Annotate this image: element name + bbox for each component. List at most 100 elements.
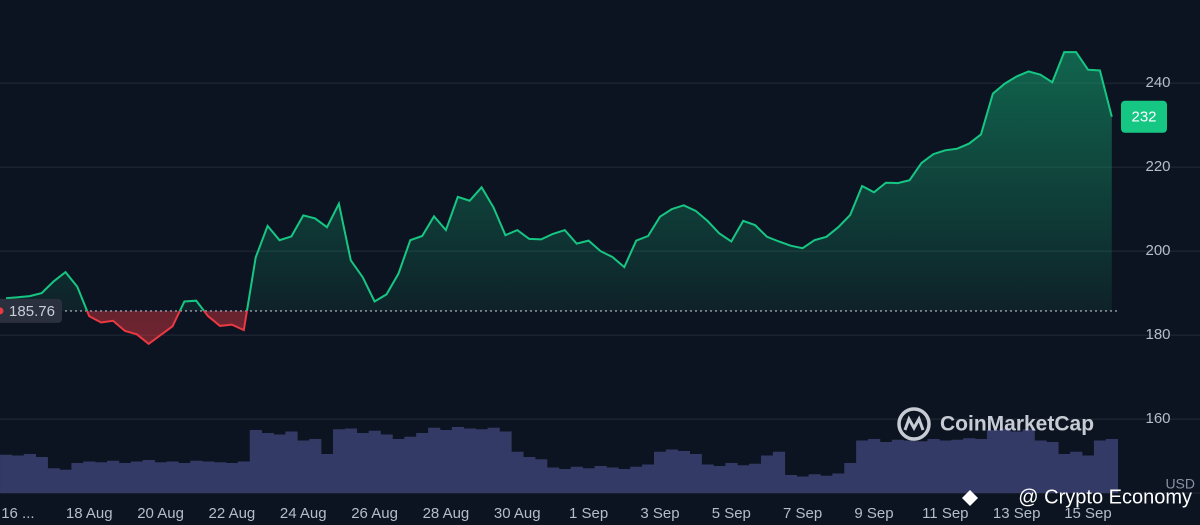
volume-bar	[1093, 440, 1107, 493]
volume-bar	[392, 439, 405, 493]
volume-bar	[844, 463, 857, 493]
watermark: CoinMarketCap	[897, 407, 1094, 441]
volume-bar	[404, 436, 417, 493]
volume-bar	[879, 442, 893, 493]
x-tick-label: 16 ...	[1, 505, 34, 522]
volume-bar	[618, 469, 631, 493]
x-tick-label: 15 Sep	[1064, 505, 1112, 522]
volume-bar	[23, 454, 37, 493]
volume-bar	[285, 431, 298, 493]
volume-bar	[380, 434, 393, 493]
volume-bar	[642, 464, 655, 493]
volume-bar	[784, 475, 797, 493]
volume-bar	[463, 428, 476, 493]
x-tick-label: 24 Aug	[280, 505, 327, 522]
volume-bar	[11, 455, 25, 493]
volume-bar	[451, 427, 465, 493]
volume-bar	[475, 429, 488, 493]
volume-bar	[749, 463, 762, 493]
line-up	[5, 51, 1113, 311]
volume-bar	[963, 438, 976, 493]
x-tick-label: 3 Sep	[640, 505, 679, 522]
volume-bar	[796, 476, 809, 493]
x-tick-label: 1 Sep	[569, 505, 608, 522]
volume-bar	[47, 468, 60, 493]
volume-bar	[1070, 451, 1083, 493]
credit-icon	[962, 490, 978, 506]
volume-bar	[214, 462, 227, 493]
volume-bar	[190, 460, 203, 493]
volume-bar	[535, 459, 548, 493]
y-tick-label: 180	[1145, 326, 1170, 343]
volume-bar	[309, 439, 322, 493]
volume-bar	[0, 454, 13, 493]
volume-bar	[297, 440, 310, 493]
volume-bar	[594, 466, 607, 493]
y-tick-label: 200	[1145, 242, 1170, 259]
volume-bar	[725, 463, 738, 493]
volume-bar	[986, 430, 1000, 493]
credit: @ Crypto Economy	[962, 486, 1192, 508]
volume-bar	[142, 460, 155, 493]
volume-bar	[332, 429, 346, 493]
volume-bar	[761, 455, 774, 493]
volume-bar	[927, 439, 940, 493]
watermark-text: CoinMarketCap	[940, 413, 1094, 436]
volume-bar	[439, 430, 453, 493]
x-tick-label: 7 Sep	[783, 505, 822, 522]
volume-bar	[1034, 440, 1047, 493]
volume-bar	[1058, 454, 1071, 493]
volume-bar	[606, 467, 619, 493]
volume-bar	[570, 466, 583, 493]
x-tick-label: 26 Aug	[351, 505, 398, 522]
volume-bar	[487, 427, 500, 493]
area-up	[6, 52, 1112, 311]
x-tick-label: 9 Sep	[854, 505, 893, 522]
volume-bar	[998, 428, 1012, 493]
volume-bar	[130, 461, 144, 493]
volume-bar	[558, 469, 572, 493]
volume-bar	[677, 451, 690, 493]
volume-bar	[1105, 439, 1119, 493]
volume-bar	[868, 439, 881, 493]
volume-bar	[368, 430, 381, 493]
x-tick-label: 30 Aug	[494, 505, 541, 522]
volume-bar	[689, 454, 702, 493]
volume-bar	[856, 440, 869, 493]
y-tick-label: 160	[1145, 410, 1170, 427]
volume-bar	[83, 461, 96, 493]
credit-text: @ Crypto Economy	[1018, 486, 1192, 508]
volume-bar	[654, 451, 667, 493]
x-tick-label: 5 Sep	[712, 505, 751, 522]
volume-bar	[261, 433, 274, 493]
volume-bar	[416, 433, 429, 493]
volume-bar	[820, 475, 833, 493]
volume-bar	[665, 449, 679, 493]
volume-bar	[939, 440, 952, 493]
volume-bar	[1010, 431, 1023, 493]
volume-bar	[249, 430, 262, 493]
volume-bar	[582, 468, 595, 493]
volume-bar	[891, 439, 904, 493]
volume-bar	[237, 461, 251, 493]
volume-bar	[1046, 442, 1059, 493]
currency-label: USD	[1165, 476, 1195, 492]
volume-bar	[511, 451, 524, 493]
volume-bar	[546, 467, 560, 493]
x-tick-label: 20 Aug	[137, 505, 184, 522]
price-tag	[1121, 100, 1167, 133]
volume-bar	[71, 463, 84, 493]
volume-bar	[178, 463, 191, 493]
price-line	[0, 51, 1118, 346]
volume-bar	[154, 462, 167, 493]
volume-bar	[344, 428, 358, 493]
logo-mark	[903, 415, 925, 432]
volume-bar	[499, 431, 512, 493]
price-tag-label: 232	[1131, 109, 1156, 126]
volume-bar	[737, 465, 750, 493]
x-tick-label: 28 Aug	[423, 505, 470, 522]
volume-bar	[35, 457, 48, 493]
volume-bar	[630, 466, 643, 493]
volume-bar	[915, 441, 928, 493]
